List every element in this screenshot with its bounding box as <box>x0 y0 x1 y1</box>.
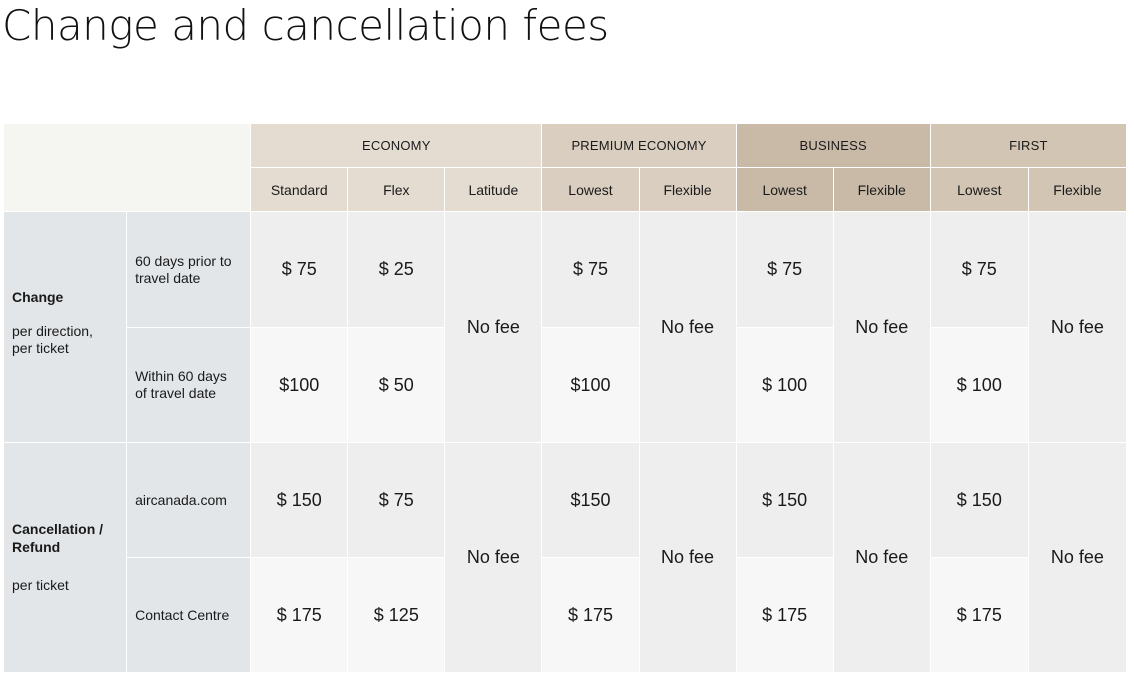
fee-cell-no-fee: No fee <box>1027 211 1128 443</box>
fee-cell: $ 75 <box>347 442 446 558</box>
table-row: Contact Centre $ 175 $ 125 $ 175 $ 175 $… <box>4 557 1127 673</box>
cancellation-subrow-label: aircanada.com <box>126 442 252 558</box>
subheader-premium-flexible: Flexible <box>638 167 737 212</box>
fee-cell: $ 150 <box>929 442 1029 558</box>
change-note: per direction, per ticket <box>12 323 93 356</box>
header-corner <box>2 123 252 212</box>
group-header-premium-economy: PREMIUM ECONOMY <box>541 123 737 168</box>
fee-cell: $ 75 <box>735 211 834 328</box>
subheader-premium-lowest: Lowest <box>541 167 640 212</box>
subheader-business-lowest: Lowest <box>735 167 834 212</box>
fee-table: ECONOMY PREMIUM ECONOMY BUSINESS FIRST S… <box>2 123 1128 673</box>
change-subrow-label: 60 days prior to travel date <box>126 211 252 328</box>
fee-cell: $ 25 <box>347 211 446 328</box>
table-row: Within 60 days of travel date $100 $ 50 … <box>4 327 1127 443</box>
fee-cell: $ 175 <box>541 557 640 673</box>
fee-cell: $ 75 <box>541 211 640 328</box>
fee-cell: $ 50 <box>347 327 446 443</box>
page-title: Change and cancellation fees <box>2 1 609 50</box>
subheader-standard: Standard <box>250 167 349 212</box>
fee-cell: $ 75 <box>250 211 349 328</box>
cancellation-note: per ticket <box>12 577 69 593</box>
table-row: Change per direction, per ticket 60 days… <box>2 211 1128 443</box>
fee-cell: $ 125 <box>347 557 446 673</box>
fee-cell-no-fee: No fee <box>444 211 543 443</box>
fee-cell-no-fee: No fee <box>832 442 931 673</box>
fee-cell-no-fee: No fee <box>638 442 737 673</box>
fee-cell: $ 175 <box>735 557 834 673</box>
fee-cell: $150 <box>541 442 640 558</box>
fee-cell: $ 150 <box>250 442 349 558</box>
fee-cell: $ 100 <box>735 327 834 443</box>
change-title: Change <box>12 289 64 305</box>
change-row-header: Change per direction, per ticket <box>2 211 128 443</box>
subheader-latitude: Latitude <box>444 167 543 212</box>
fee-cell: $ 150 <box>735 442 834 558</box>
change-subrow-label: Within 60 days of travel date <box>126 327 252 443</box>
group-header-economy: ECONOMY <box>250 123 543 168</box>
subheader-business-flexible: Flexible <box>832 167 931 212</box>
fee-cell: $ 75 <box>929 211 1029 328</box>
fee-cell-no-fee: No fee <box>832 211 931 443</box>
fee-cell: $ 175 <box>929 557 1029 673</box>
subheader-first-flexible: Flexible <box>1027 167 1128 212</box>
cancellation-row-header: Cancellation / Refund per ticket <box>2 442 128 673</box>
fee-cell: $100 <box>541 327 640 443</box>
group-header-business: BUSINESS <box>735 123 931 168</box>
cancellation-subrow-label: Contact Centre <box>126 557 252 673</box>
fee-cell: $100 <box>250 327 349 443</box>
subheader-first-lowest: Lowest <box>929 167 1029 212</box>
group-header-first: FIRST <box>929 123 1128 168</box>
cancellation-title: Cancellation / Refund <box>12 521 104 555</box>
fee-cell-no-fee: No fee <box>444 442 543 673</box>
fee-cell-no-fee: No fee <box>638 211 737 443</box>
fee-cell: $ 100 <box>929 327 1029 443</box>
table-row: Cancellation / Refund per ticket aircana… <box>2 442 1128 673</box>
subheader-flex: Flex <box>347 167 446 212</box>
fee-cell-no-fee: No fee <box>1027 442 1128 673</box>
fee-cell: $ 175 <box>250 557 349 673</box>
